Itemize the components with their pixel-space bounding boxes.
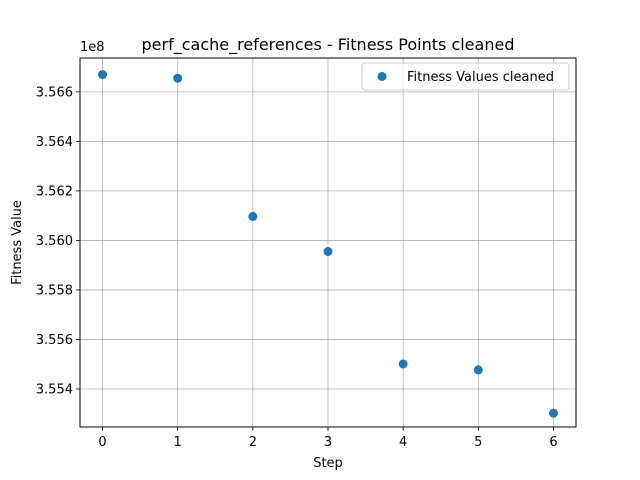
x-tick-label: 0 xyxy=(98,435,106,450)
legend-marker xyxy=(377,72,387,81)
x-tick-label: 2 xyxy=(249,435,257,450)
x-tick-label: 5 xyxy=(474,435,482,450)
legend: Fitness Values cleaned xyxy=(361,62,570,91)
grid xyxy=(80,58,576,427)
x-axis-label: Step xyxy=(313,456,343,471)
y-axis-label: Fitness Value xyxy=(10,200,25,285)
chart-title: perf_cache_references - Fitness Points c… xyxy=(142,35,515,55)
data-point xyxy=(173,73,183,83)
data-point xyxy=(398,359,408,369)
y-tick-label: 3.562 xyxy=(36,184,73,199)
y-tick-label: 3.556 xyxy=(36,333,73,348)
y-tick-label: 3.554 xyxy=(36,382,73,397)
y-tick-label: 3.564 xyxy=(36,135,73,150)
x-tick-label: 1 xyxy=(174,435,182,450)
data-point xyxy=(548,408,558,418)
y-tick-label: 3.558 xyxy=(36,283,73,298)
y-axis-offset-label: 1e8 xyxy=(80,40,105,55)
axis-ticks: 0 1 2 3 4 5 6 3.554 3.556 3.558 3.560 3.562 3.564 3.5… xyxy=(36,85,558,450)
legend-label: Fitness Values cleaned xyxy=(407,70,554,85)
y-tick-label: 3.560 xyxy=(36,234,73,249)
x-tick-label: 6 xyxy=(549,435,557,450)
y-tick-label: 3.566 xyxy=(36,85,73,100)
data-point xyxy=(473,365,483,375)
x-tick-label: 4 xyxy=(399,435,407,450)
data-point xyxy=(98,70,108,80)
data-point xyxy=(248,211,258,221)
x-tick-label: 3 xyxy=(324,435,332,450)
data-point xyxy=(323,247,333,257)
scatter-series xyxy=(98,70,558,418)
legend-box xyxy=(361,62,570,91)
